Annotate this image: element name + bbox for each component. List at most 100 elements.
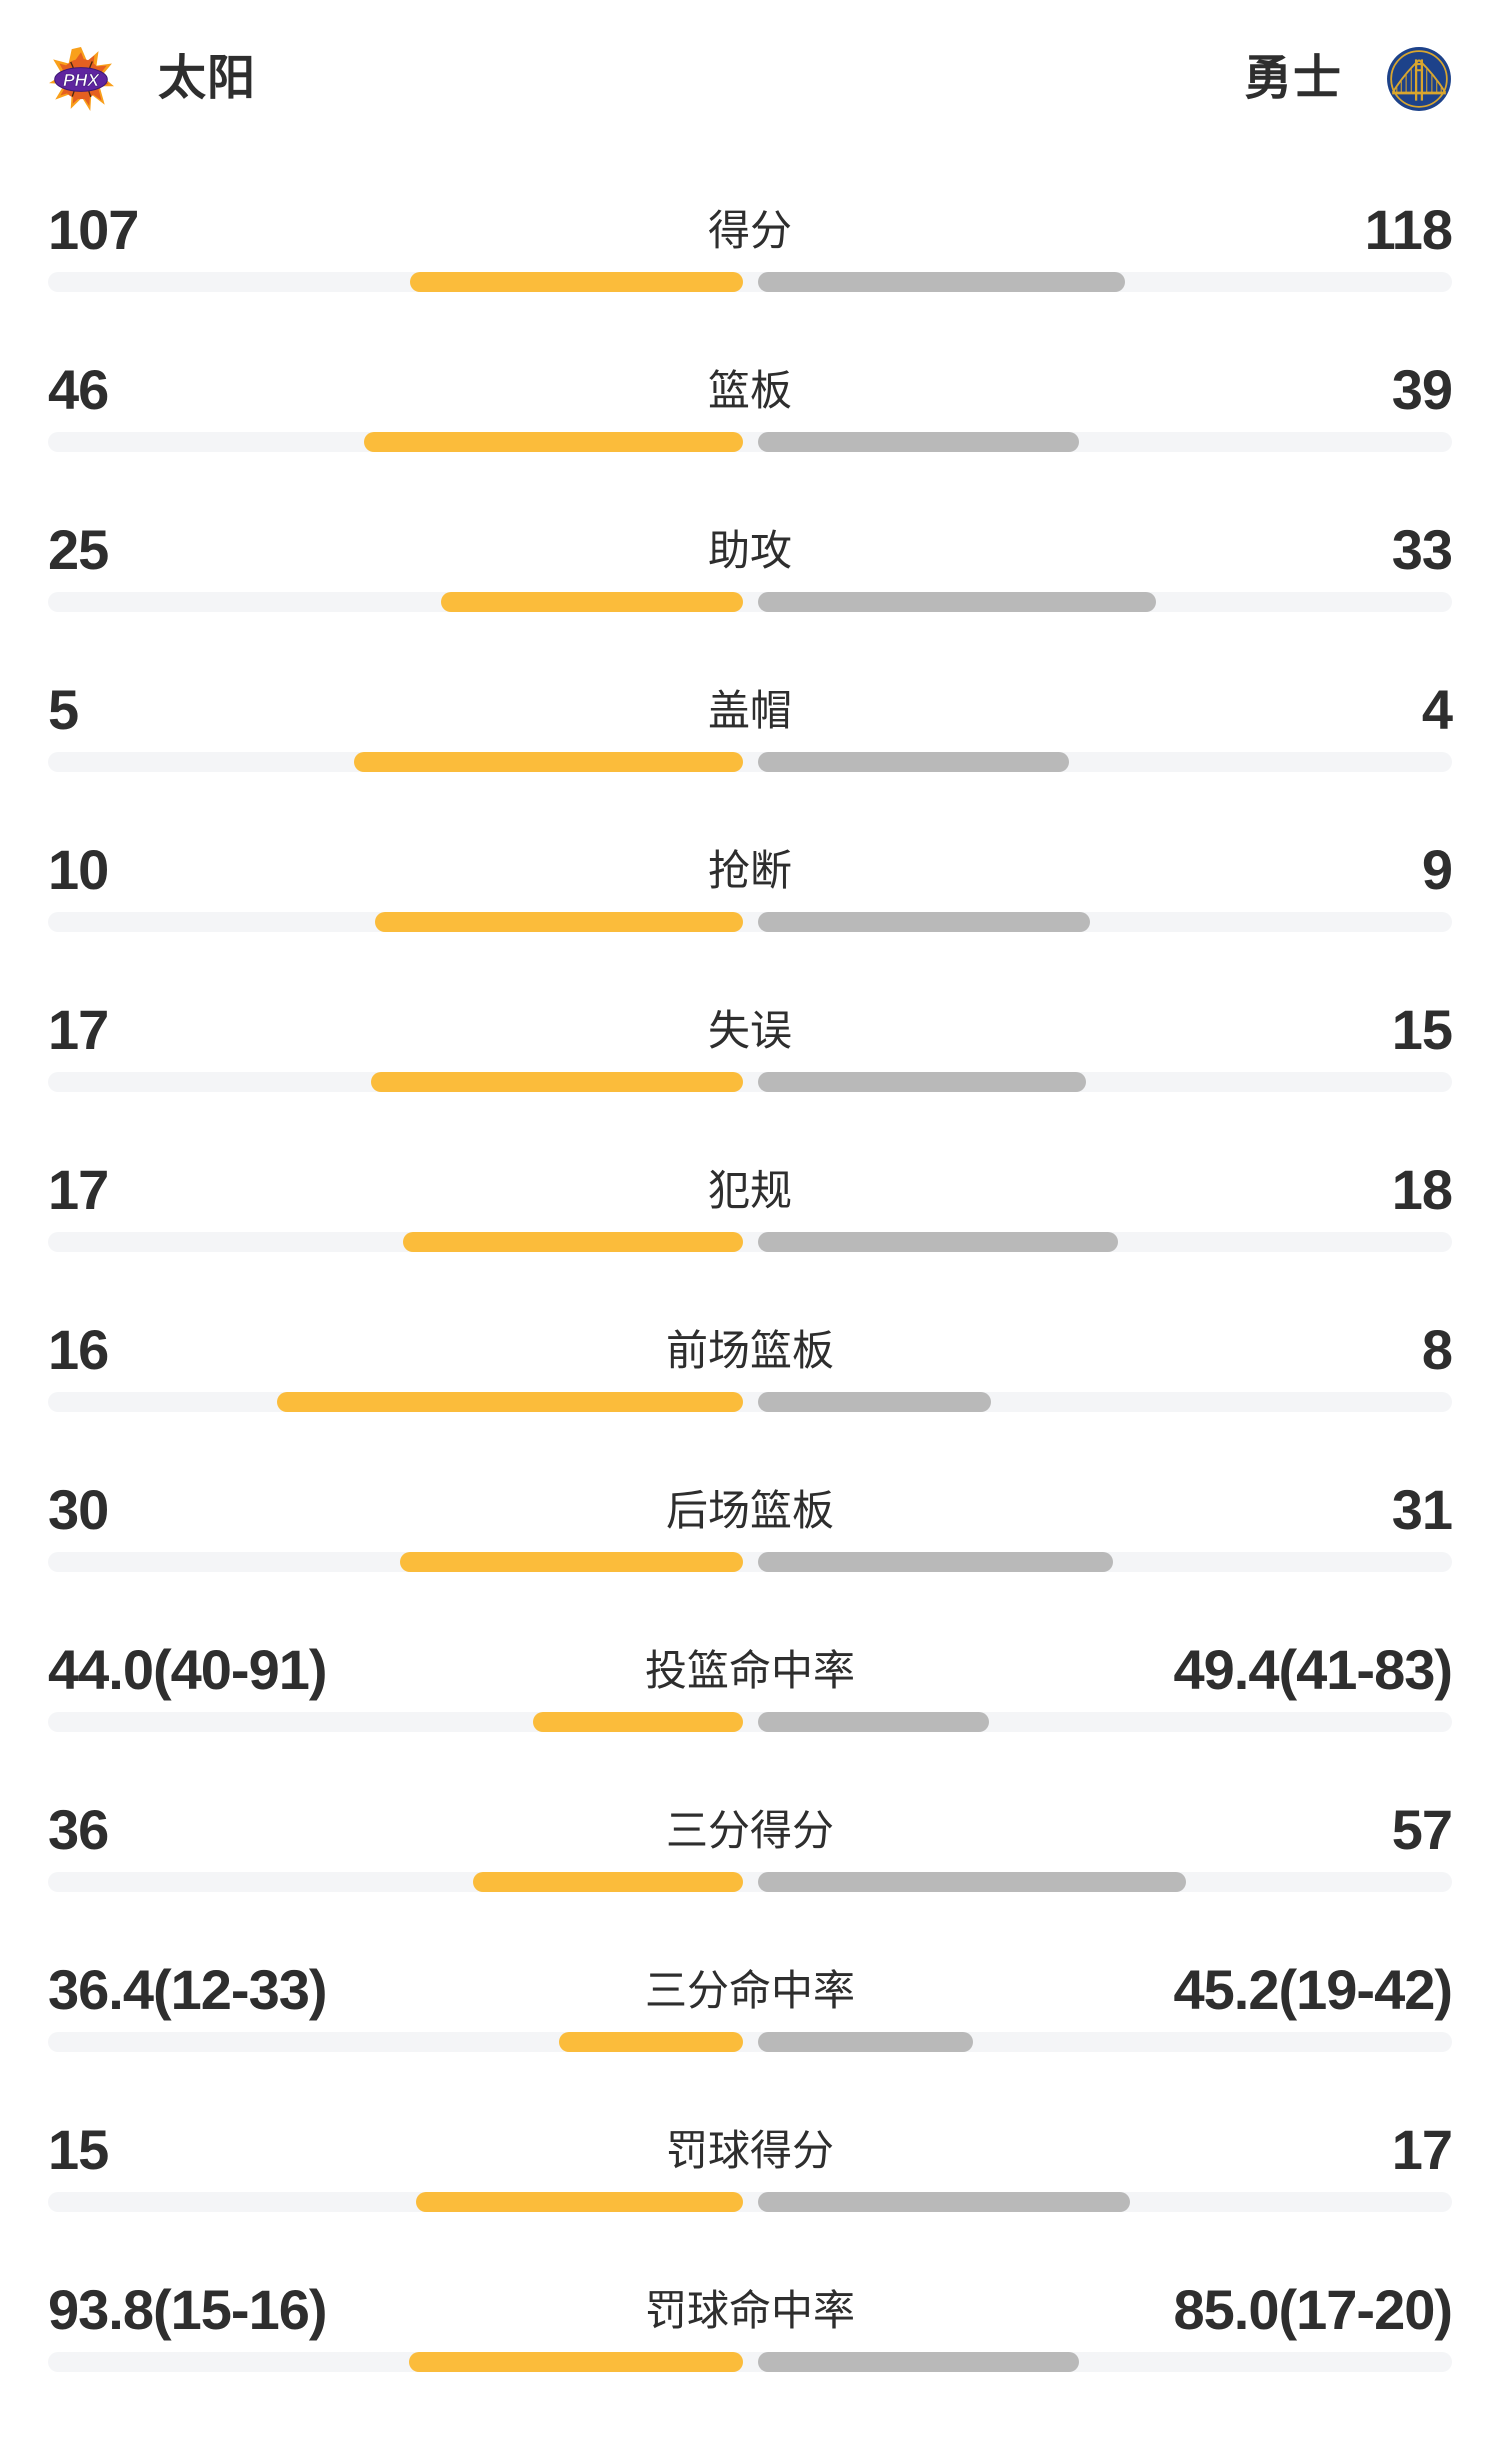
away-stat-bar	[758, 752, 1069, 772]
stat-bar-track	[48, 2192, 1452, 2212]
home-stat-value: 15	[48, 2118, 109, 2181]
stat-label: 助攻	[707, 527, 793, 574]
stat-bar-track	[48, 1552, 1452, 1572]
home-stat-bar	[371, 1072, 743, 1092]
away-team-name: 勇士	[1243, 52, 1342, 105]
home-stat-value: 5	[48, 678, 79, 741]
home-stat-bar	[416, 2192, 743, 2212]
stat-label: 三分命中率	[644, 1967, 856, 2014]
suns-logo-icon: PHX	[49, 47, 114, 111]
stat-bar-track	[48, 592, 1452, 612]
stat-label: 盖帽	[707, 687, 793, 734]
away-stat-value: 33	[1391, 518, 1453, 581]
stat-bar-track	[48, 1712, 1452, 1732]
home-stat-value: 36.4(12-33)	[48, 1958, 328, 2021]
stat-label: 罚球命中率	[644, 2287, 856, 2334]
home-stat-value: 17	[48, 1158, 109, 1221]
stat-label: 前场篮板	[665, 1327, 835, 1374]
stat-bar-track	[48, 912, 1452, 932]
home-stat-bar	[473, 1872, 743, 1892]
stat-label: 投篮命中率	[644, 1647, 856, 1694]
home-stat-value: 46	[48, 358, 109, 421]
away-stat-bar	[758, 272, 1125, 292]
away-stat-value: 49.4(41-83)	[1173, 1638, 1453, 1701]
stat-label: 失误	[707, 1007, 793, 1054]
home-stat-value: 17	[48, 998, 109, 1061]
stat-bar-track	[48, 2352, 1452, 2372]
away-stat-value: 17	[1391, 2118, 1453, 2181]
away-team: 勇士	[1244, 46, 1452, 112]
stat-bar-track	[48, 432, 1452, 452]
warriors-logo-icon	[1387, 47, 1451, 111]
home-stat-bar	[364, 432, 743, 452]
away-stat-value: 39	[1391, 358, 1453, 421]
stat-row: 17 犯规 18	[48, 1158, 1453, 1252]
away-stat-value: 57	[1391, 1798, 1453, 1861]
away-stat-value: 18	[1391, 1158, 1453, 1221]
away-stat-bar	[758, 2032, 973, 2052]
away-stat-bar	[758, 912, 1090, 932]
away-stat-value: 118	[1364, 198, 1453, 261]
stat-label: 后场篮板	[665, 1487, 835, 1534]
stat-row: 36 三分得分 57	[48, 1798, 1453, 1892]
away-stat-bar	[758, 2192, 1130, 2212]
stat-row: 15 罚球得分 17	[48, 2118, 1453, 2212]
stat-label: 三分得分	[665, 1807, 835, 1854]
away-stat-value: 45.2(19-42)	[1173, 1958, 1453, 2021]
stat-row: 25 助攻 33	[48, 518, 1453, 612]
home-stat-value: 93.8(15-16)	[48, 2278, 328, 2341]
away-stat-bar	[758, 592, 1156, 612]
home-stat-bar	[409, 2352, 743, 2372]
stat-bar-track	[48, 1072, 1452, 1092]
away-stat-value: 4	[1421, 678, 1453, 741]
away-stat-bar	[758, 1872, 1186, 1892]
away-stat-bar	[758, 1552, 1113, 1572]
home-stat-bar	[559, 2032, 743, 2052]
stat-row: 17 失误 15	[48, 998, 1453, 1092]
stat-row: 107 得分 118	[48, 198, 1453, 292]
home-stat-bar	[375, 912, 743, 932]
home-stat-value: 10	[48, 838, 109, 901]
away-stat-value: 8	[1421, 1318, 1453, 1381]
home-stat-bar	[533, 1712, 743, 1732]
home-stat-value: 25	[48, 518, 109, 581]
stat-label: 得分	[707, 207, 793, 254]
stat-bar-track	[48, 2032, 1452, 2052]
away-stat-bar	[758, 1392, 991, 1412]
home-stat-value: 36	[48, 1798, 109, 1861]
stat-bar-track	[48, 1392, 1452, 1412]
home-stat-bar	[354, 752, 743, 772]
stat-label: 罚球得分	[665, 2127, 835, 2174]
stat-row: 44.0(40-91) 投篮命中率 49.4(41-83)	[48, 1638, 1453, 1732]
stat-bar-track	[48, 1872, 1452, 1892]
stat-row: 5 盖帽 4	[48, 678, 1453, 772]
home-stat-value: 16	[48, 1318, 109, 1381]
stat-row: 46 篮板 39	[48, 358, 1453, 452]
home-team-name: 太阳	[158, 52, 257, 105]
stat-bar-track	[48, 272, 1452, 292]
stat-label: 篮板	[707, 367, 793, 414]
away-stat-value: 31	[1391, 1478, 1453, 1541]
stat-bar-track	[48, 1232, 1452, 1252]
home-team: PHX 太阳	[48, 46, 256, 112]
away-stat-value: 15	[1391, 998, 1453, 1061]
away-stat-bar	[758, 432, 1079, 452]
away-stat-bar	[758, 1712, 989, 1732]
stat-row: 30 后场篮板 31	[48, 1478, 1453, 1572]
away-stat-bar	[758, 1232, 1118, 1252]
svg-text:PHX: PHX	[63, 70, 100, 90]
home-stat-value: 107	[48, 198, 139, 261]
home-stat-value: 44.0(40-91)	[48, 1638, 328, 1701]
away-stat-bar	[758, 2352, 1079, 2372]
home-stat-bar	[441, 592, 743, 612]
stat-label: 抢断	[707, 847, 793, 894]
stat-row: 10 抢断 9	[48, 838, 1453, 932]
stats-comparison-list: 107 得分 118 46 篮板 39 25 助攻 33	[48, 198, 1453, 2372]
home-stat-bar	[277, 1392, 743, 1412]
home-stat-bar	[403, 1232, 743, 1252]
home-stat-bar	[400, 1552, 743, 1572]
stat-bar-track	[48, 752, 1452, 772]
home-stat-bar	[410, 272, 743, 292]
away-stat-value: 9	[1421, 838, 1453, 901]
away-stat-bar	[758, 1072, 1086, 1092]
